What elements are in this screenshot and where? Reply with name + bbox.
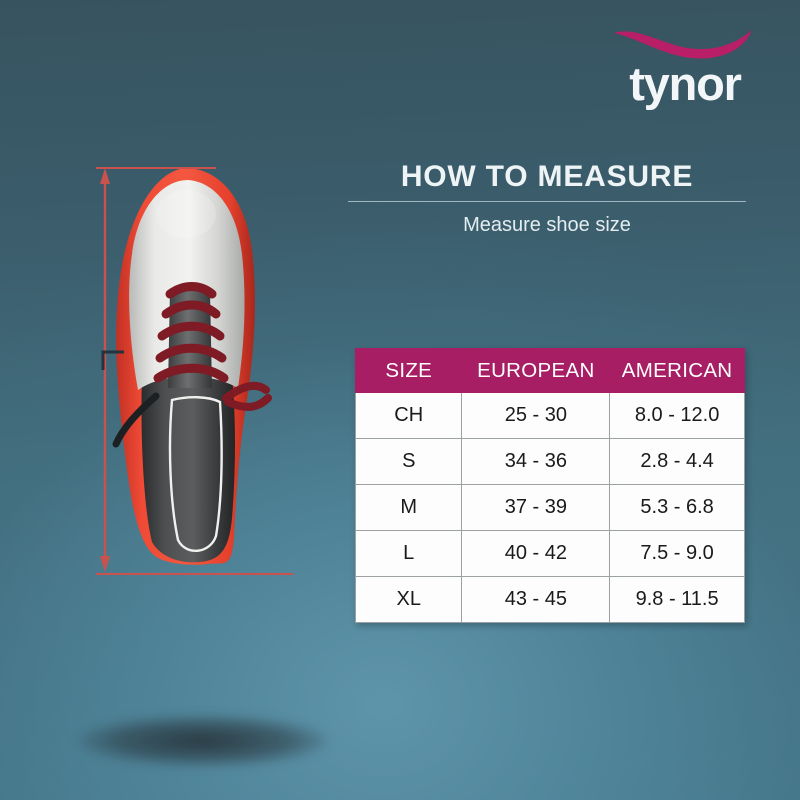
table-row: XL 43 - 45 9.8 - 11.5 [354, 576, 745, 623]
cell-american: 2.8 - 4.4 [609, 438, 745, 485]
cell-american: 5.3 - 6.8 [609, 484, 745, 531]
cell-american: 9.8 - 11.5 [609, 576, 745, 623]
brand-swoosh-icon [614, 30, 752, 59]
width-corner-marker [101, 350, 124, 370]
cell-size: M [354, 484, 463, 531]
cell-size: S [354, 438, 463, 485]
brand-logo: tynor [596, 28, 764, 116]
column-header-american: AMERICAN [609, 348, 745, 393]
cell-european: 40 - 42 [461, 530, 611, 577]
column-header-european: EUROPEAN [461, 348, 611, 393]
shoe-length-measure-arrow [96, 167, 293, 575]
table-header-row: SIZE EUROPEAN AMERICAN [354, 348, 745, 393]
table-row: L 40 - 42 7.5 - 9.0 [354, 530, 745, 577]
cell-size: CH [354, 392, 463, 439]
shoe-laces [112, 282, 272, 448]
shoe-size-table: SIZE EUROPEAN AMERICAN CH 25 - 30 8.0 - … [354, 348, 745, 623]
page-subtitle: Measure shoe size [463, 214, 631, 236]
table-row: CH 25 - 30 8.0 - 12.0 [354, 392, 745, 439]
cell-american: 8.0 - 12.0 [609, 392, 745, 439]
title-divider [348, 201, 746, 202]
column-header-size: SIZE [354, 348, 463, 393]
table-row: M 37 - 39 5.3 - 6.8 [354, 484, 745, 531]
cell-european: 25 - 30 [461, 392, 611, 439]
shoe-drop-shadow [78, 715, 328, 767]
shoe-tongue [168, 287, 212, 388]
cell-size: XL [354, 576, 463, 623]
cell-european: 34 - 36 [461, 438, 611, 485]
page-title: HOW TO MEASURE [400, 160, 694, 193]
toe-highlight [156, 190, 216, 238]
table-row: S 34 - 36 2.8 - 4.4 [354, 438, 745, 485]
shoe-vector [112, 168, 272, 565]
cell-european: 37 - 39 [461, 484, 611, 531]
cell-european: 43 - 45 [461, 576, 611, 623]
shoe-top-view-illustration [60, 150, 328, 767]
shoe-heel-section [141, 368, 235, 563]
cell-size: L [354, 530, 463, 577]
brand-wordmark: tynor [629, 57, 742, 110]
cell-american: 7.5 - 9.0 [609, 530, 745, 577]
